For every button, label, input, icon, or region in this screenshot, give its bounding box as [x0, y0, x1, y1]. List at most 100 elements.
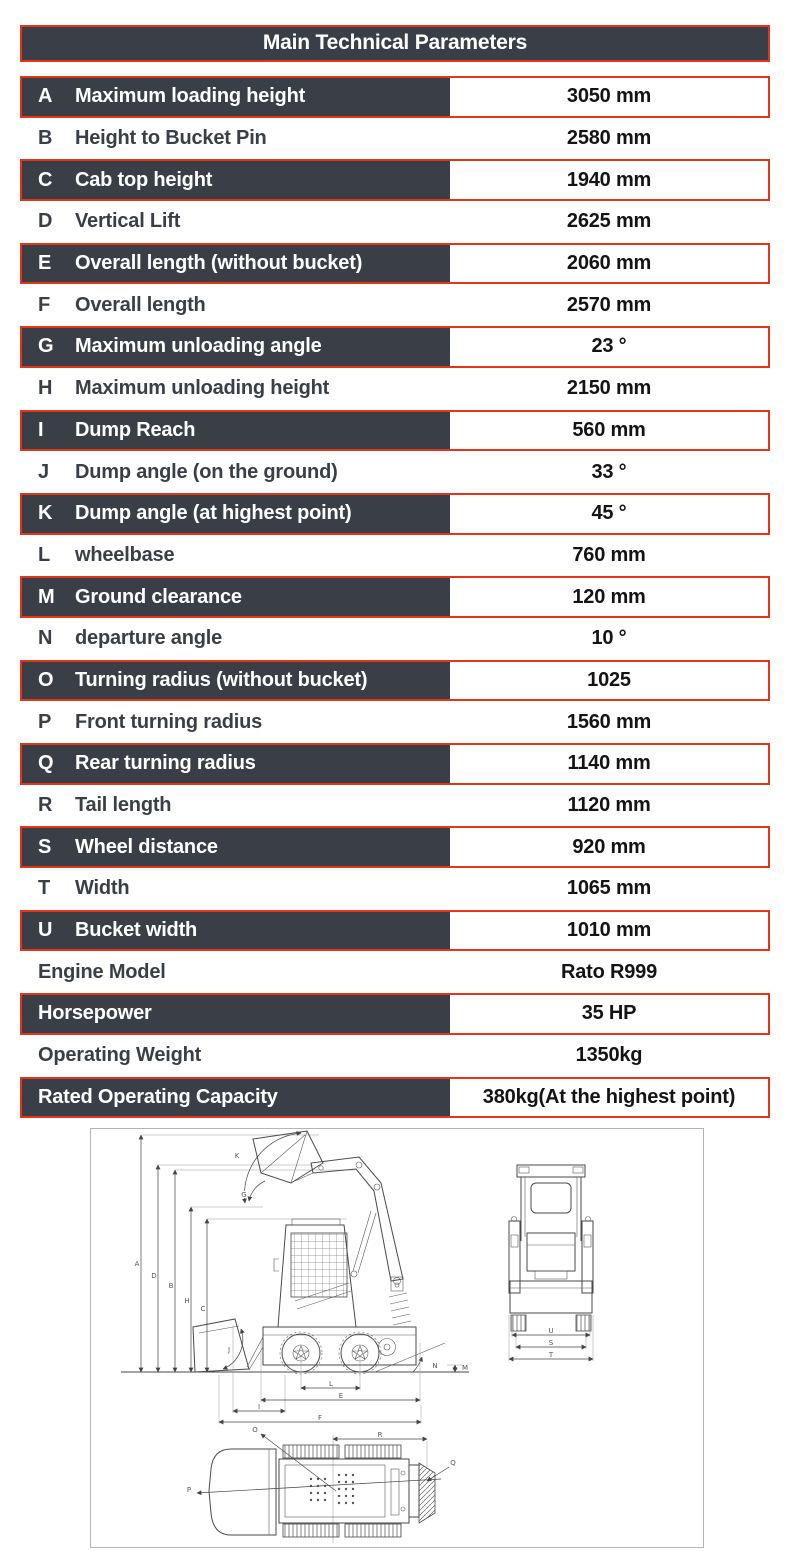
front-dimensions: U S T: [508, 1315, 594, 1362]
table-row: B Height to Bucket Pin 2580 mm: [20, 118, 770, 160]
row-letter: H: [38, 377, 53, 400]
row-label-cell: D Vertical Lift: [22, 203, 450, 241]
table-row: M Ground clearance 120 mm: [20, 576, 770, 618]
row-parameter-name: Overall length (without bucket): [75, 252, 363, 275]
row-parameter-name: Wheel distance: [75, 835, 218, 858]
row-parameter-name: Bucket width: [75, 919, 198, 942]
row-parameter-name: Rated Operating Capacity: [38, 1085, 278, 1108]
parameters-table-body: A Maximum loading height 3050 mm B Height to…: [20, 76, 770, 1119]
row-letter: R: [38, 794, 53, 817]
dimension-diagram: A D B H C: [121, 1130, 594, 1543]
top-dim-p-label: P: [187, 1486, 191, 1494]
table-row: O Turning radius (without bucket) 1025: [20, 659, 770, 702]
row-label-cell: Operating Weight: [22, 1037, 450, 1075]
row-parameter-name: Dump angle (on the ground): [75, 460, 338, 483]
row-letter: F: [38, 293, 51, 316]
row-letter: C: [38, 168, 53, 191]
table-row: Rated Operating Capacity 380kg(At the hig…: [20, 1076, 770, 1119]
row-letter: D: [38, 210, 53, 233]
side-dim-h-label: H: [184, 1297, 189, 1305]
row-letter: E: [38, 252, 52, 275]
top-dimensions: R O P Q: [186, 1425, 457, 1496]
row-label-cell: S Wheel distance: [22, 828, 450, 867]
row-label-cell: O Turning radius (without bucket): [22, 661, 450, 700]
row-value: 33 °: [591, 460, 627, 483]
row-parameter-name: Operating Weight: [38, 1044, 202, 1067]
row-label-cell: T Width: [22, 870, 450, 908]
row-parameter-name: Engine Model: [38, 960, 166, 983]
row-parameter-name: wheelbase: [75, 543, 175, 566]
row-letter: L: [38, 543, 51, 566]
row-letter: A: [38, 85, 53, 108]
row-value: 2625 mm: [566, 210, 652, 233]
row-value: 2060 mm: [566, 252, 652, 275]
row-parameter-name: Cab top height: [75, 168, 213, 191]
row-value: 3050 mm: [566, 85, 652, 108]
top-view: R O P Q: [186, 1425, 457, 1543]
side-dim-m-label: M: [462, 1364, 468, 1372]
row-letter: J: [38, 460, 49, 483]
row-value: 1140 mm: [567, 752, 651, 775]
row-label-cell: U Bucket width: [22, 911, 450, 950]
row-letter: K: [38, 502, 53, 525]
row-label-cell: M Ground clearance: [22, 578, 450, 616]
side-dim-e-label: E: [339, 1392, 343, 1400]
table-row: Horsepower 35 HP: [20, 993, 770, 1035]
row-value: Rato R999: [560, 960, 657, 983]
side-dim-d-label: D: [151, 1272, 156, 1280]
table-row: R Tail length 1120 mm: [20, 785, 770, 827]
side-dim-l-label: L: [329, 1380, 333, 1388]
row-value: 1065 mm: [566, 877, 652, 900]
row-parameter-name: Rear turning radius: [75, 752, 256, 775]
row-value: 23 °: [591, 335, 627, 358]
table-row: Engine Model Rato R999: [20, 951, 770, 993]
row-label-cell: K Dump angle (at highest point): [22, 494, 450, 533]
table-row: P Front turning radius 1560 mm: [20, 701, 770, 743]
side-dim-g-label: G: [241, 1191, 246, 1199]
row-value: 35 HP: [581, 1002, 637, 1025]
row-label-cell: H Maximum unloading height: [22, 370, 450, 408]
front-view: U S T: [508, 1164, 594, 1362]
table-title: Main Technical Parameters: [20, 25, 770, 62]
table-row: Q Rear turning radius 1140 mm: [20, 743, 770, 785]
side-dim-c-label: C: [201, 1305, 206, 1313]
loader-side-body: N M K G J: [192, 1130, 469, 1375]
front-dim-t-label: T: [548, 1351, 554, 1359]
row-letter: B: [38, 127, 53, 150]
perforation-dots: [309, 1473, 355, 1505]
row-letter: M: [38, 585, 55, 608]
row-value: 760 mm: [572, 543, 646, 566]
row-parameter-name: Turning radius (without bucket): [75, 668, 368, 691]
row-value: 920 mm: [572, 835, 646, 858]
row-value: 10 °: [591, 627, 627, 650]
row-label-cell: Q Rear turning radius: [22, 745, 450, 783]
row-letter: T: [38, 877, 51, 900]
row-value: 2570 mm: [566, 293, 652, 316]
row-parameter-name: Dump Reach: [75, 418, 196, 441]
row-letter: N: [38, 627, 53, 650]
row-letter: O: [38, 668, 54, 691]
table-row: K Dump angle (at highest point) 45 °: [20, 492, 770, 535]
row-label-cell: G Maximum unloading angle: [22, 328, 450, 366]
table-row: A Maximum loading height 3050 mm: [20, 76, 770, 118]
row-parameter-name: Maximum loading height: [75, 85, 306, 108]
row-parameter-name: Horsepower: [38, 1002, 152, 1025]
table-row: S Wheel distance 920 mm: [20, 826, 770, 869]
row-parameter-name: Overall length: [75, 293, 206, 316]
side-dim-i-label: I: [258, 1403, 260, 1411]
table-row: J Dump angle (on the ground) 33 °: [20, 451, 770, 493]
row-label-cell: A Maximum loading height: [22, 78, 450, 116]
row-letter: P: [38, 710, 52, 733]
table-row: E Overall length (without bucket) 2060 mm: [20, 242, 770, 285]
row-parameter-name: Dump angle (at highest point): [75, 502, 352, 525]
table-row: C Cab top height 1940 mm: [20, 159, 770, 202]
row-parameter-name: Tail length: [75, 794, 172, 817]
row-value: 2150 mm: [566, 377, 652, 400]
row-label-cell: I Dump Reach: [22, 411, 450, 450]
row-parameter-name: Maximum unloading angle: [75, 335, 322, 358]
row-label-cell: P Front turning radius: [22, 703, 450, 741]
row-letter: Q: [38, 752, 54, 775]
